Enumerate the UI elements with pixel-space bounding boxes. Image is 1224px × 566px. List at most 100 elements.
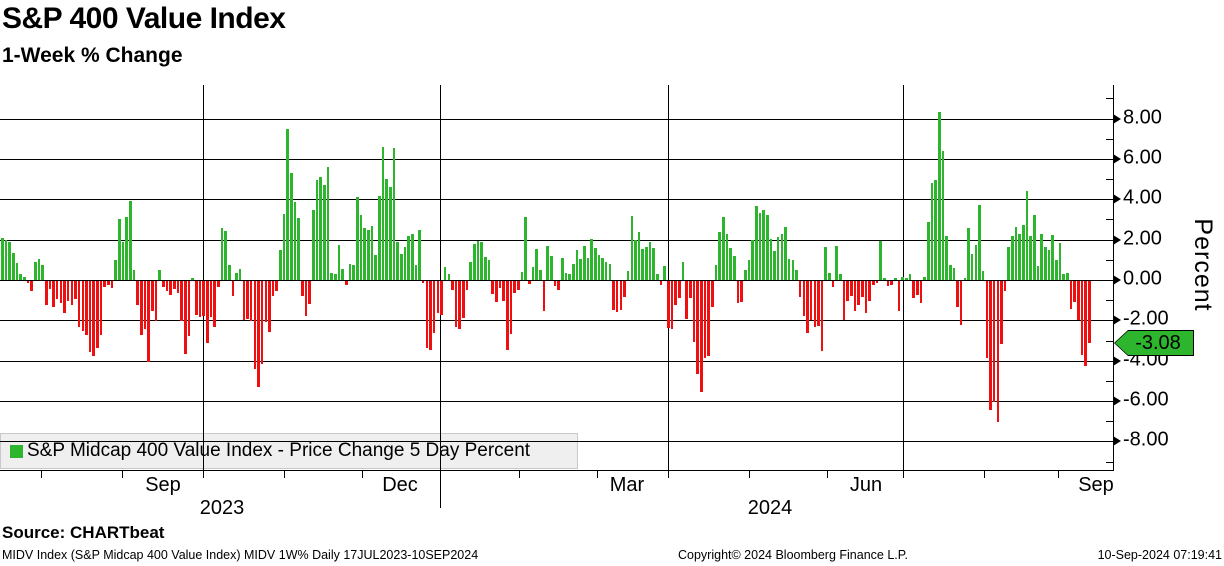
bar [92, 281, 96, 356]
bar [700, 281, 703, 392]
bar [648, 241, 652, 280]
bar [1055, 259, 1058, 280]
bar [370, 225, 374, 280]
bar [905, 277, 908, 280]
bar [773, 250, 776, 280]
bar [557, 281, 560, 291]
bar [377, 196, 381, 280]
bar [839, 273, 842, 280]
bar [118, 219, 121, 280]
bar [619, 281, 623, 311]
bar [257, 281, 260, 387]
bar [4, 239, 8, 280]
bar [608, 263, 612, 280]
bar [886, 281, 890, 287]
bar [817, 281, 820, 327]
bar [374, 254, 377, 280]
page-subtitle: 1-Week % Change [2, 44, 183, 67]
bar [923, 276, 926, 280]
bar [736, 281, 740, 304]
x-month-tick [597, 471, 598, 478]
bar [1, 237, 4, 280]
bar [162, 281, 165, 288]
bar [685, 281, 688, 320]
bar [213, 281, 216, 328]
legend-swatch-icon [10, 444, 23, 458]
plot-area [0, 85, 1114, 471]
bar [813, 281, 817, 328]
bar [513, 281, 516, 294]
bar [498, 281, 502, 289]
y-tick-arrow-icon [1113, 234, 1121, 245]
bar [981, 270, 985, 280]
x-month-tick [984, 471, 985, 478]
bar [1029, 235, 1033, 280]
bar [985, 281, 989, 358]
bar [930, 183, 934, 280]
bar [506, 281, 509, 350]
bar [915, 281, 919, 296]
bar [308, 281, 312, 305]
bar [202, 281, 205, 317]
bar [304, 281, 308, 317]
bar [615, 281, 619, 313]
page-title: S&P 400 Value Index [2, 2, 286, 35]
bar [553, 281, 557, 287]
bar [1051, 234, 1054, 280]
bar [242, 281, 246, 321]
x-month-tick [827, 471, 828, 478]
x-month-tick [519, 471, 520, 478]
bar [670, 281, 674, 330]
bar [319, 177, 322, 280]
y-axis-title: Percent [1189, 218, 1217, 312]
bar [820, 281, 824, 351]
y-tick-label: 4.00 [1123, 186, 1162, 209]
bar [264, 281, 268, 323]
bar [989, 281, 992, 411]
bar [601, 257, 604, 280]
bar [740, 281, 743, 303]
bar [103, 281, 107, 288]
bar [945, 235, 948, 280]
bar [689, 281, 692, 299]
bar [107, 281, 110, 286]
bar [290, 173, 293, 280]
bar [802, 281, 806, 317]
bar [1003, 281, 1007, 292]
bar [743, 269, 747, 280]
y-tick-arrow-icon [1113, 153, 1121, 164]
y-tick-arrow-icon [1113, 355, 1121, 366]
x-month-tick [1058, 471, 1059, 478]
y-tick-arrow-icon [1113, 194, 1121, 205]
bar [791, 259, 795, 280]
bar [575, 249, 579, 280]
bar [224, 230, 227, 280]
bar [399, 253, 403, 280]
bar [8, 241, 11, 280]
gridline-horizontal [0, 239, 1113, 241]
bar [963, 277, 967, 280]
bar [732, 255, 736, 280]
bar [864, 281, 868, 314]
x-month-tick [440, 471, 441, 478]
bar [253, 281, 257, 369]
bar [590, 238, 593, 280]
bar [334, 273, 337, 280]
bar [52, 281, 55, 308]
bar [747, 259, 751, 280]
last-value-tag: -3.08 [1114, 330, 1194, 356]
bar [711, 281, 714, 308]
bar [315, 180, 319, 280]
bar [579, 258, 582, 280]
bar [110, 281, 114, 289]
bar [934, 180, 937, 280]
bar [48, 281, 52, 290]
bar [1044, 246, 1047, 280]
gridline-vertical [668, 85, 669, 471]
bar [831, 281, 835, 288]
y-tick-arrow-icon [1113, 315, 1121, 326]
bar [268, 281, 271, 333]
bar [509, 281, 513, 335]
bar [722, 217, 725, 280]
bar [842, 281, 846, 321]
